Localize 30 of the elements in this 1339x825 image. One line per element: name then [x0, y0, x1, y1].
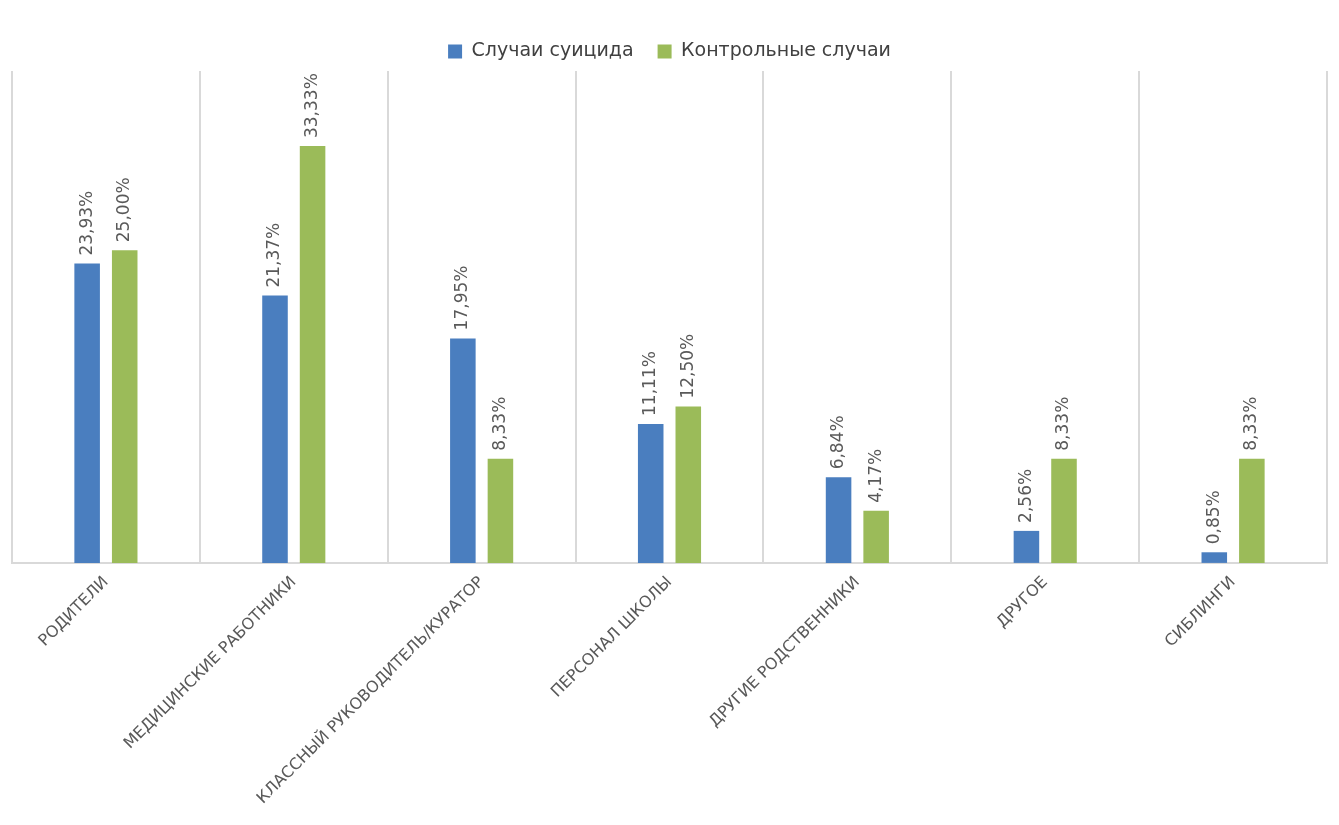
bar: [637, 423, 664, 563]
data-label: 2,56%: [1014, 468, 1035, 523]
bar: [1239, 458, 1265, 563]
bar: [1013, 530, 1040, 563]
bar: [825, 477, 852, 563]
data-label: 21,37%: [263, 222, 284, 288]
data-label: 33,33%: [300, 73, 321, 139]
bar: [299, 146, 326, 563]
data-label: 4,17%: [864, 448, 885, 503]
bar: [487, 458, 514, 563]
bar: [262, 295, 288, 563]
bar: [111, 250, 138, 563]
data-label: 8,33%: [1052, 396, 1073, 451]
data-label: 8,33%: [488, 396, 509, 451]
data-label: 17,95%: [451, 265, 472, 331]
legend-label: Случаи суицида: [471, 38, 634, 61]
bar: [1051, 458, 1077, 563]
data-label: 0,85%: [1202, 490, 1223, 545]
data-label: 11,11%: [639, 351, 660, 416]
data-label: 23,93%: [75, 190, 96, 256]
data-label: 6,84%: [826, 415, 847, 470]
data-label: 8,33%: [1240, 396, 1261, 451]
bar: [863, 510, 889, 563]
data-label: 25,00%: [113, 177, 134, 243]
bar: [675, 406, 702, 563]
bar: [74, 263, 100, 563]
legend-label: Контрольные случаи: [681, 38, 891, 61]
data-label: 12,50%: [676, 333, 697, 399]
bar: [450, 338, 476, 563]
bar: [1201, 552, 1228, 563]
